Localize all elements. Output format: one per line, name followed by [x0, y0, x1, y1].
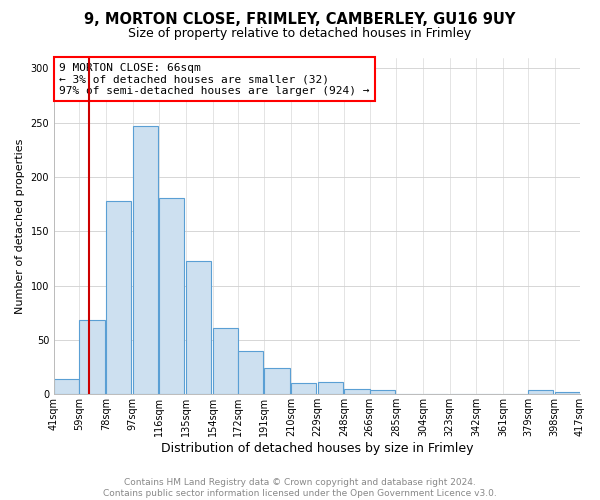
Bar [555, 392, 580, 394]
Bar [238, 351, 263, 395]
Text: 9 MORTON CLOSE: 66sqm
← 3% of detached houses are smaller (32)
97% of semi-detac: 9 MORTON CLOSE: 66sqm ← 3% of detached h… [59, 62, 370, 96]
Bar [265, 368, 290, 394]
Bar [54, 379, 79, 394]
Bar [344, 389, 370, 394]
Y-axis label: Number of detached properties: Number of detached properties [15, 138, 25, 314]
Bar [79, 320, 104, 394]
Bar [133, 126, 158, 394]
Bar [291, 384, 316, 394]
Bar [318, 382, 343, 394]
Bar [212, 328, 238, 394]
Bar [370, 390, 395, 394]
Bar [186, 260, 211, 394]
X-axis label: Distribution of detached houses by size in Frimley: Distribution of detached houses by size … [161, 442, 473, 455]
Text: Contains HM Land Registry data © Crown copyright and database right 2024.
Contai: Contains HM Land Registry data © Crown c… [103, 478, 497, 498]
Bar [106, 201, 131, 394]
Bar [528, 390, 553, 394]
Text: 9, MORTON CLOSE, FRIMLEY, CAMBERLEY, GU16 9UY: 9, MORTON CLOSE, FRIMLEY, CAMBERLEY, GU1… [85, 12, 515, 28]
Bar [159, 198, 184, 394]
Text: Size of property relative to detached houses in Frimley: Size of property relative to detached ho… [128, 28, 472, 40]
